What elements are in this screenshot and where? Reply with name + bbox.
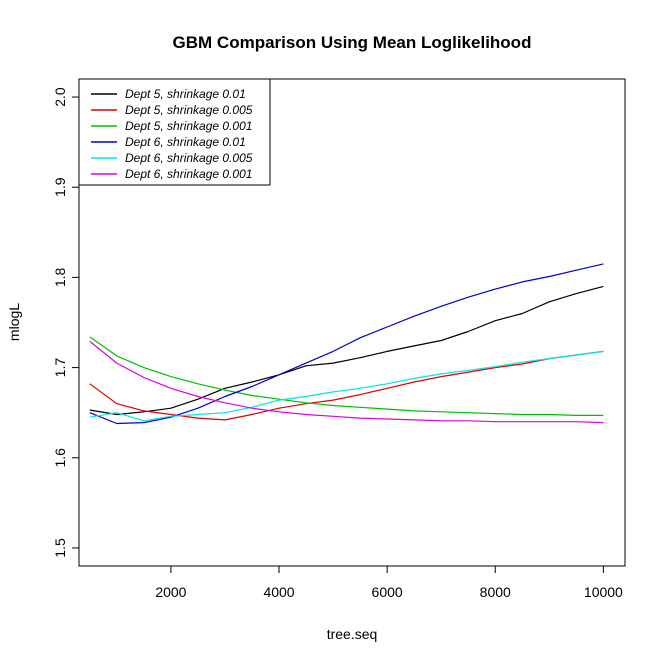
series-line: [89, 336, 604, 416]
legend-label: Dept 5, shrinkage 0.005: [125, 103, 253, 117]
x-tick-label: 4000: [263, 584, 294, 600]
legend-label: Dept 5, shrinkage 0.001: [125, 119, 252, 133]
y-tick-label: 1.8: [52, 267, 68, 287]
x-axis-label: tree.seq: [327, 626, 378, 642]
series-line: [89, 285, 604, 416]
y-axis: 1.5 1.6 1.7 1.8 1.9 2.0: [52, 87, 80, 558]
legend-label: Dept 5, shrinkage 0.01: [125, 87, 246, 101]
y-axis-label: mlogL: [6, 303, 22, 341]
y-tick-label: 1.5: [52, 538, 68, 558]
y-tick-label: 2.0: [52, 87, 68, 107]
series-lines: [89, 263, 604, 425]
y-tick-label: 1.7: [52, 358, 68, 378]
x-tick-label: 6000: [372, 584, 403, 600]
series-line: [89, 340, 604, 424]
x-tick-label: 2000: [155, 584, 186, 600]
series-line: [89, 263, 604, 425]
legend-label: Dept 6, shrinkage 0.01: [125, 135, 246, 149]
y-tick-label: 1.6: [52, 448, 68, 468]
series-line: [89, 350, 604, 422]
x-tick-label: 8000: [480, 584, 511, 600]
y-tick-label: 1.9: [52, 177, 68, 197]
x-axis: 2000 4000 6000 8000 10000: [155, 565, 623, 600]
legend-label: Dept 6, shrinkage 0.005: [125, 151, 253, 165]
x-tick-label: 10000: [584, 584, 623, 600]
legend-box: [78, 78, 271, 186]
legend: Dept 5, shrinkage 0.01 Dept 5, shrinkage …: [78, 78, 271, 186]
chart-title: GBM Comparison Using Mean Loglikelihood: [173, 33, 532, 52]
legend-label: Dept 6, shrinkage 0.001: [125, 167, 252, 181]
